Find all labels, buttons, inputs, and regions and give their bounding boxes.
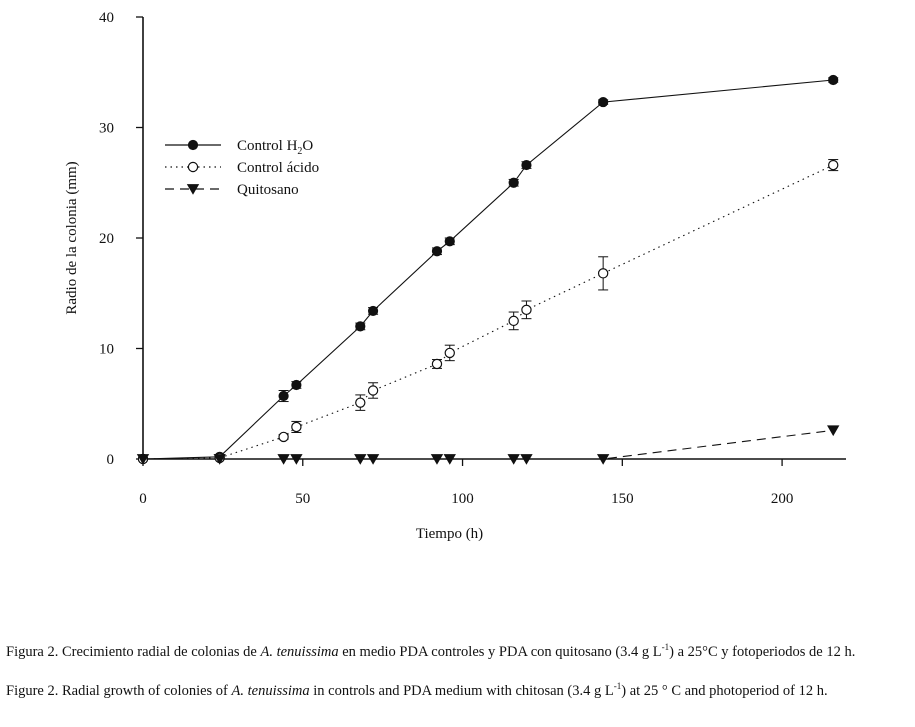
axes: 0 50 100 150 200 0 10 20 30 40 Tiempo (h) Radio de … [64, 10, 846, 542]
caption-english: Figure 2. Radial growth of colonies of A… [6, 678, 910, 700]
x-tick-label: 0 [139, 491, 147, 507]
series-line [142, 164, 834, 460]
caption-es-text-a: Figura 2. Crecimiento radial de colonias… [6, 643, 261, 660]
caption-en-text-a: Figure 2. Radial growth of colonies of [6, 682, 232, 699]
x-tick-label: 100 [451, 491, 474, 507]
series-1 [137, 74, 839, 465]
series-3 [136, 425, 840, 465]
series-line [142, 79, 834, 460]
data-point [367, 305, 379, 317]
data-point [444, 347, 455, 359]
data-point [598, 96, 609, 108]
data-point [507, 454, 520, 465]
series-2 [137, 159, 839, 465]
y-tick-label: 30 [99, 121, 114, 137]
data-point [521, 159, 532, 171]
data-point [827, 425, 840, 437]
caption-es-text-c: ) a 25°C y fotoperiodos de 12 h. [669, 643, 856, 660]
data-point [431, 358, 443, 370]
data-point [444, 236, 455, 247]
data-point [136, 454, 150, 465]
data-point [520, 454, 533, 465]
x-axis-label: Tiempo (h) [416, 526, 483, 542]
legend: Control H2O Control ácido Quitosano [165, 138, 319, 198]
x-tick-label: 50 [295, 491, 310, 507]
y-tick-label: 20 [99, 231, 114, 247]
caption-es-text-b: en medio PDA controles y PDA con quitosa… [338, 643, 662, 660]
x-tick-label: 200 [771, 491, 794, 507]
y-tick-label: 0 [107, 452, 115, 468]
caption-es-superscript: -1 [661, 642, 670, 652]
legend-label: Control ácido [237, 160, 319, 176]
caption-en-text-b: in controls and PDA medium with chitosan… [309, 682, 614, 699]
data-point [597, 268, 609, 279]
data-point [508, 177, 519, 188]
y-tick-label: 40 [99, 10, 114, 26]
data-point [355, 321, 366, 332]
data-point [291, 379, 302, 391]
caption-en-species: A. tenuissima [231, 682, 310, 699]
caption-en-text-c: ) at 25 ° C and photoperiod of 12 h. [621, 682, 828, 699]
caption-spanish: Figura 2. Crecimiento radial de colonias… [6, 639, 910, 661]
legend-marker [187, 161, 199, 173]
data-point [367, 385, 379, 396]
legend-label: Control H2O [237, 138, 313, 157]
y-tick-label: 10 [99, 342, 114, 358]
data-point [443, 454, 456, 465]
legend-label: Quitosano [237, 182, 299, 198]
data-point [278, 390, 289, 402]
data-point [213, 454, 226, 465]
data-point [596, 454, 610, 465]
legend-marker [187, 139, 199, 151]
data-point [521, 304, 532, 316]
data-point [354, 454, 367, 465]
data-point [430, 454, 444, 465]
legend-marker [186, 184, 200, 195]
data-point [828, 159, 839, 171]
data-point [290, 454, 303, 465]
data-point [278, 431, 289, 443]
line-chart: 0 50 100 150 200 0 10 20 30 40 Tiempo (h) Radio de … [64, 10, 846, 542]
data-point [508, 315, 519, 327]
series-line [143, 429, 834, 460]
data-point [355, 397, 366, 408]
data-point [277, 454, 290, 465]
data-point [366, 454, 380, 465]
data-point [431, 246, 443, 257]
data-point [828, 74, 839, 86]
series-layer [136, 74, 840, 465]
data-point [291, 421, 302, 433]
caption-es-species: A. tenuissima [260, 643, 339, 660]
x-tick-label: 150 [611, 491, 634, 507]
y-axis-label: Radio de la colonia (mm) [64, 161, 80, 314]
caption-en-superscript: -1 [613, 681, 622, 691]
